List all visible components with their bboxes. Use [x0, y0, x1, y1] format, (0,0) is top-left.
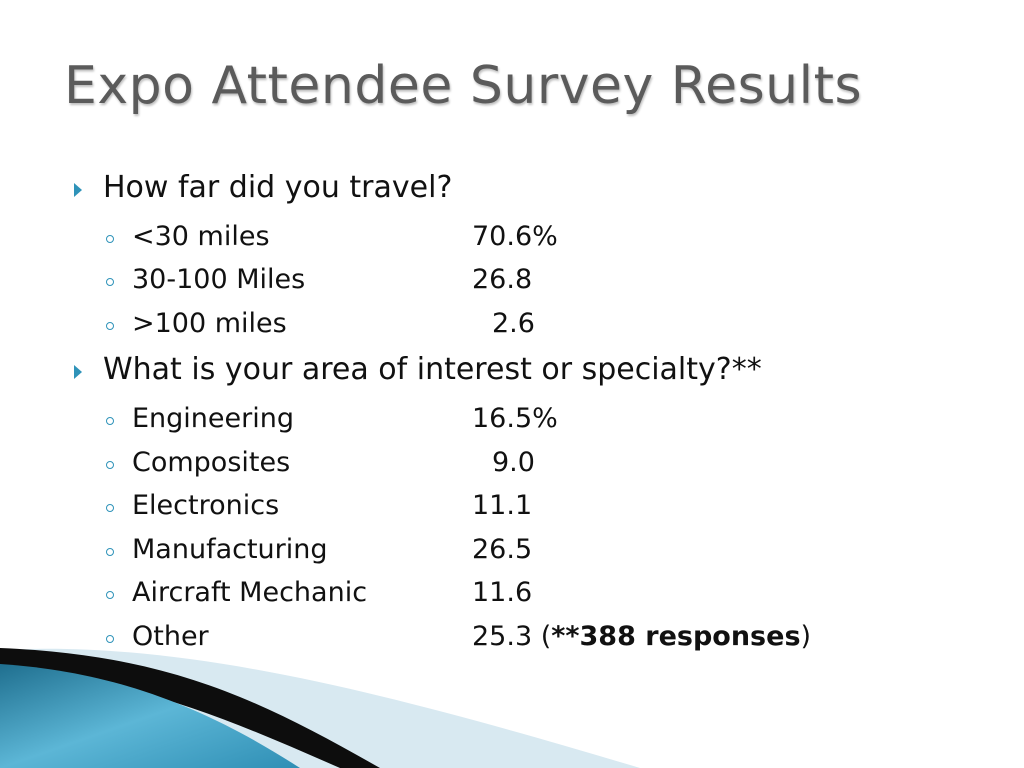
- wave-blue-band: [0, 664, 300, 768]
- item-label: <30 miles: [132, 221, 270, 252]
- slide-title: Expo Attendee Survey Results: [64, 56, 863, 116]
- item-label: Aircraft Mechanic: [132, 577, 368, 608]
- circle-bullet-icon: [106, 635, 114, 643]
- item-value: 9.0: [492, 447, 535, 478]
- item-value: 11.6: [472, 577, 533, 608]
- circle-bullet-icon: [106, 322, 114, 330]
- item-value-number: 25.3: [472, 621, 533, 652]
- item-value: 26.5: [472, 534, 533, 565]
- responses-note-close: ): [800, 621, 812, 652]
- triangle-bullet-icon: [74, 365, 82, 379]
- circle-bullet-icon: [106, 591, 114, 599]
- triangle-bullet-icon: [74, 183, 82, 197]
- item-value: 16.5%: [472, 403, 558, 434]
- item-value: 11.1: [472, 490, 533, 521]
- item-value: 26.8: [472, 264, 533, 295]
- circle-bullet-icon: [106, 417, 114, 425]
- item-label: Composites: [132, 447, 291, 478]
- responses-note: **388 responses: [551, 621, 801, 652]
- item-value: 2.6: [492, 308, 535, 339]
- responses-note-open: (: [540, 621, 552, 652]
- section-heading-text: What is your area of interest or special…: [103, 352, 762, 387]
- circle-bullet-icon: [106, 235, 114, 243]
- circle-bullet-icon: [106, 504, 114, 512]
- item-label: Other: [132, 621, 209, 652]
- section-heading-text: How far did you travel?: [103, 170, 453, 205]
- circle-bullet-icon: [106, 461, 114, 469]
- item-label: Engineering: [132, 403, 294, 434]
- item-label: 30-100 Miles: [132, 264, 306, 295]
- item-label: Manufacturing: [132, 534, 328, 565]
- circle-bullet-icon: [106, 548, 114, 556]
- item-value: 70.6%: [472, 221, 558, 252]
- item-value: 25.3 (**388 responses): [472, 621, 811, 652]
- item-label: >100 miles: [132, 308, 287, 339]
- item-label: Electronics: [132, 490, 280, 521]
- circle-bullet-icon: [106, 278, 114, 286]
